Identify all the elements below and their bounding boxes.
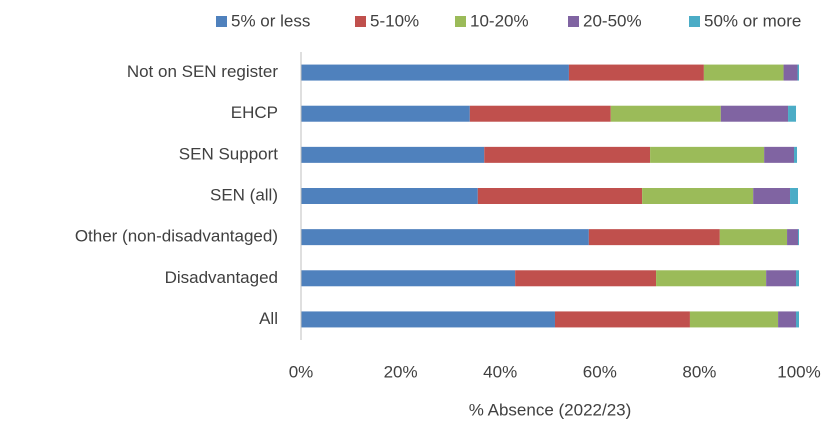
bar-segment (788, 105, 797, 122)
bar-segment (554, 311, 690, 328)
bar-segment (610, 105, 721, 122)
bar-segment (588, 229, 720, 246)
bar-segment (796, 270, 799, 287)
bar-segment (689, 311, 779, 328)
bar-segment (642, 188, 754, 204)
x-tick-label: 100% (777, 362, 820, 381)
bar-segment (301, 105, 470, 122)
bar-segment (794, 146, 798, 163)
x-tick-label: 60% (583, 362, 617, 381)
y-tick-label: All (259, 309, 278, 328)
bar-segment (477, 188, 643, 204)
x-tick-label: 20% (384, 362, 418, 381)
legend-label: 5-10% (370, 11, 419, 30)
legend-label: 5% or less (231, 11, 310, 30)
bar-segment (650, 146, 765, 163)
bar-segment (797, 64, 799, 81)
x-tick-label: 80% (682, 362, 716, 381)
bar-segment (778, 311, 797, 328)
legend-label: 10-20% (470, 11, 529, 30)
bar-segment (764, 146, 795, 163)
x-tick-label: 40% (483, 362, 517, 381)
y-tick-label: SEN (all) (210, 185, 278, 204)
y-tick-label: Other (non-disadvantaged) (75, 227, 278, 246)
bar-segment (703, 64, 784, 81)
x-axis-title: % Absence (2022/23) (469, 400, 632, 419)
y-tick-label: EHCP (231, 103, 278, 122)
bar-segment (753, 188, 791, 204)
bar-segment (720, 105, 789, 122)
bar-segment (515, 270, 657, 287)
legend-swatch (216, 16, 227, 27)
bar-segment (783, 64, 798, 81)
y-tick-label: Disadvantaged (165, 268, 278, 287)
bar-segment (301, 146, 485, 163)
bar-segment (484, 146, 651, 163)
bar-segment (798, 229, 799, 246)
bar-segment (790, 188, 799, 204)
bar-segment (787, 229, 799, 246)
bar-segment (301, 229, 589, 246)
legend-swatch (568, 16, 579, 27)
bar-segment (469, 105, 611, 122)
bar-segment (568, 64, 704, 81)
legend-swatch (455, 16, 466, 27)
bar-segment (301, 311, 555, 328)
y-tick-label: Not on SEN register (127, 62, 279, 81)
legend-swatch (355, 16, 366, 27)
bar-segment (301, 270, 516, 287)
legend-swatch (689, 16, 700, 27)
bar-segment (656, 270, 767, 287)
bar-segment (301, 188, 478, 204)
legend-label: 50% or more (704, 11, 801, 30)
y-tick-label: SEN Support (179, 144, 278, 163)
bar-segment (766, 270, 797, 287)
legend-label: 20-50% (583, 11, 642, 30)
x-tick-label: 0% (289, 362, 314, 381)
bar-segment (796, 311, 799, 328)
bar-segment (719, 229, 788, 246)
bar-segment (301, 64, 569, 81)
